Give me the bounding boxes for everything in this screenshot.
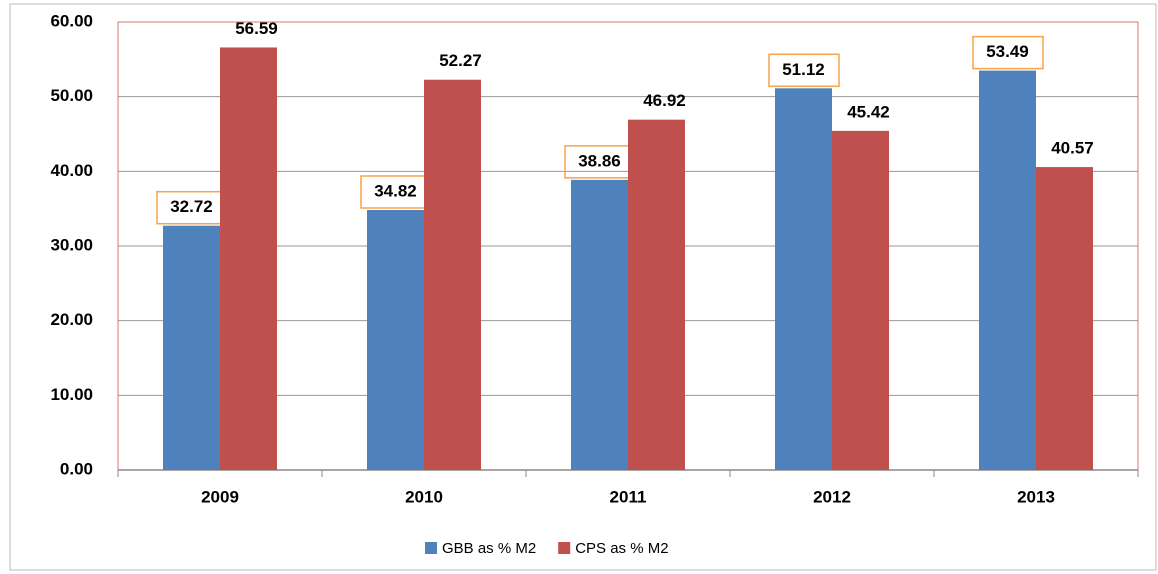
data-label: 52.27 bbox=[439, 51, 482, 70]
y-tick-label: 10.00 bbox=[50, 385, 93, 404]
bar bbox=[424, 79, 481, 470]
data-label: 53.49 bbox=[986, 42, 1029, 61]
x-tick-label: 2009 bbox=[201, 487, 239, 506]
bar bbox=[775, 88, 832, 470]
y-tick-label: 30.00 bbox=[50, 235, 93, 254]
x-tick-label: 2012 bbox=[813, 487, 851, 506]
legend-swatch bbox=[425, 542, 437, 554]
bar bbox=[163, 225, 220, 470]
data-label: 56.59 bbox=[235, 19, 278, 38]
legend-swatch bbox=[558, 542, 571, 554]
y-tick-label: 50.00 bbox=[50, 86, 93, 105]
bar bbox=[628, 119, 685, 470]
legend-label: CPS as % M2 bbox=[575, 540, 668, 557]
label-box bbox=[972, 35, 1044, 70]
y-tick-label: 0.00 bbox=[60, 459, 93, 478]
data-label: 40.57 bbox=[1051, 139, 1094, 158]
data-label: 32.72 bbox=[170, 197, 213, 216]
x-tick-label: 2010 bbox=[405, 487, 443, 506]
bar bbox=[979, 70, 1036, 470]
y-tick-label: 40.00 bbox=[50, 161, 93, 180]
legend-label: GBB as % M2 bbox=[442, 540, 536, 557]
bar bbox=[832, 130, 889, 470]
bar bbox=[220, 47, 277, 470]
bar bbox=[367, 210, 424, 470]
y-tick-label: 60.00 bbox=[50, 11, 93, 30]
bar bbox=[571, 179, 628, 470]
x-tick-label: 2011 bbox=[610, 487, 647, 506]
bar bbox=[1036, 167, 1093, 470]
data-label: 51.12 bbox=[782, 60, 825, 79]
label-box bbox=[768, 53, 840, 88]
data-label: 45.42 bbox=[847, 102, 890, 121]
data-label: 46.92 bbox=[643, 91, 686, 110]
data-label: 38.86 bbox=[578, 151, 621, 170]
data-label: 34.82 bbox=[374, 181, 417, 200]
y-tick-label: 20.00 bbox=[50, 310, 93, 329]
x-tick-label: 2013 bbox=[1017, 487, 1055, 506]
